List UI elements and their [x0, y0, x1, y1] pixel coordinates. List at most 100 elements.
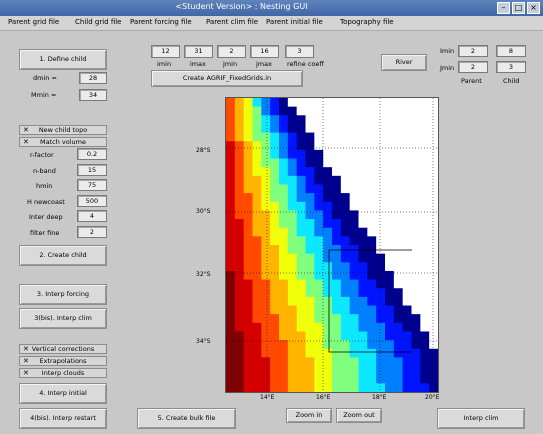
heatmap-cell [323, 141, 333, 151]
jmax-field[interactable]: 16 [250, 45, 279, 58]
heatmap-cell [367, 279, 377, 289]
topography-map[interactable] [225, 97, 439, 393]
heatmap-cell [296, 357, 306, 367]
heatmap-cell [252, 123, 262, 134]
menu-parent-clim[interactable]: Parent clim file [206, 18, 259, 26]
heatmap-cell [226, 210, 236, 220]
heatmap-cell [376, 149, 386, 160]
river-button[interactable]: River [381, 54, 427, 71]
heatmap-cell [270, 132, 280, 142]
heatmap-cell [385, 305, 395, 315]
heatmap-cell [411, 366, 421, 376]
interp-clouds-checkbox[interactable]: ✕ Interp clouds [19, 368, 107, 378]
menu-parent-grid[interactable]: Parent grid file [8, 18, 60, 26]
heatmap-cell [332, 175, 342, 185]
interp-clim-bottom-button[interactable]: Interp clim [437, 408, 525, 429]
hmin-field[interactable]: 75 [77, 179, 107, 191]
y-tick-label: 34°S [196, 338, 211, 345]
heatmap-cell [376, 158, 386, 168]
heatmap-cell [323, 184, 333, 194]
parent-jmin-field[interactable]: 2 [458, 61, 488, 73]
define-child-button[interactable]: 1. Define child [19, 49, 107, 70]
match-volume-checkbox[interactable]: ✕ Match volume [19, 137, 107, 147]
interp-initial-button[interactable]: 4. Interp initial [19, 383, 107, 404]
heatmap-cell [420, 123, 430, 134]
heatmap-cell [340, 193, 351, 203]
imin-field[interactable]: 12 [151, 45, 180, 58]
heatmap-cell [393, 322, 404, 332]
rfactor-field[interactable]: 0.2 [77, 148, 107, 160]
heatmap-cell [393, 245, 404, 255]
heatmap-cell [358, 201, 368, 211]
heatmap-cell [367, 270, 377, 281]
inter-deep-label: Inter deep [29, 213, 63, 221]
heatmap-cell [234, 132, 245, 142]
heatmap-cell [402, 245, 412, 255]
vertical-corrections-checkbox[interactable]: ✕ Vertical corrections [19, 344, 107, 354]
child-jmin-field[interactable]: 3 [496, 61, 526, 73]
maximize-button[interactable]: □ [512, 2, 525, 14]
heatmap-svg [226, 98, 438, 392]
heatmap-cell [314, 149, 324, 160]
heatmap-cell [270, 331, 280, 341]
close-button[interactable]: × [527, 2, 540, 14]
create-agrif-button[interactable]: Create AGRIF_FixedGrids.in [151, 70, 303, 87]
heatmap-cell [287, 106, 298, 116]
heatmap-cell [296, 322, 306, 332]
heatmap-cell [279, 123, 289, 134]
menu-parent-initial[interactable]: Parent initial file [266, 18, 323, 26]
heatmap-cell [402, 219, 412, 229]
heatmap-cell [252, 374, 262, 384]
heatmap-cell [296, 210, 306, 220]
heatmap-cell [385, 227, 395, 237]
menu-parent-forcing[interactable]: Parent forcing file [130, 18, 192, 26]
inter-deep-field[interactable]: 4 [77, 210, 107, 222]
imax-field[interactable]: 31 [184, 45, 213, 58]
heatmap-cell [420, 288, 430, 298]
heatmap-cell [234, 219, 245, 229]
zoom-out-button[interactable]: Zoom out [336, 408, 382, 423]
heatmap-cell [261, 288, 271, 298]
heatmap-cell [376, 270, 386, 281]
heatmap-cell [340, 141, 351, 151]
heatmap-cell [305, 296, 315, 307]
check-icon: ✕ [23, 138, 29, 146]
jmin-field[interactable]: 2 [217, 45, 246, 58]
x-tick-label: 16°E [316, 394, 331, 401]
child-imin-field[interactable]: 8 [496, 45, 526, 57]
heatmap-cell [420, 106, 430, 116]
heatmap-cell [402, 270, 412, 281]
mmin-field[interactable]: 34 [79, 89, 107, 101]
heatmap-cell [252, 383, 262, 392]
heatmap-cell [287, 383, 298, 392]
hmin-label: hmin [36, 182, 53, 190]
interp-forcing-button[interactable]: 3. Interp forcing [19, 284, 107, 305]
heatmap-cell [385, 219, 395, 229]
heatmap-cell [287, 245, 298, 255]
refine-coeff-field[interactable]: 3 [285, 45, 314, 58]
nband-field[interactable]: 15 [77, 164, 107, 176]
heatmap-cell [367, 184, 377, 194]
interp-restart-button[interactable]: 4(bis). Interp restart [19, 408, 107, 429]
menu-child-grid[interactable]: Child grid file [75, 18, 122, 26]
create-child-button[interactable]: 2. Create child [19, 245, 107, 266]
heatmap-cell [226, 115, 236, 125]
minimize-button[interactable]: – [497, 2, 510, 14]
dmin-field[interactable]: 28 [79, 72, 107, 84]
new-child-topo-checkbox[interactable]: ✕ New child topo [19, 125, 107, 135]
heatmap-cell [226, 132, 236, 142]
menu-topography[interactable]: Topography file [340, 18, 394, 26]
heatmap-cell [429, 132, 438, 142]
hnewcoast-field[interactable]: 500 [77, 195, 107, 207]
heatmap-cell [296, 262, 306, 272]
heatmap-cell [296, 175, 306, 185]
extrapolations-checkbox[interactable]: ✕ Extrapolations [19, 356, 107, 366]
heatmap-cell [279, 305, 289, 315]
heatmap-cell [340, 374, 351, 384]
parent-imin-field[interactable]: 2 [458, 45, 488, 57]
heatmap-cell [234, 201, 245, 211]
filter-fine-field[interactable]: 2 [77, 226, 107, 238]
create-bulk-button[interactable]: 5. Create bulk file [137, 408, 236, 429]
interp-clim-button[interactable]: 3(bis). Interp clim [19, 308, 107, 329]
zoom-in-button[interactable]: Zoom in [286, 408, 332, 423]
